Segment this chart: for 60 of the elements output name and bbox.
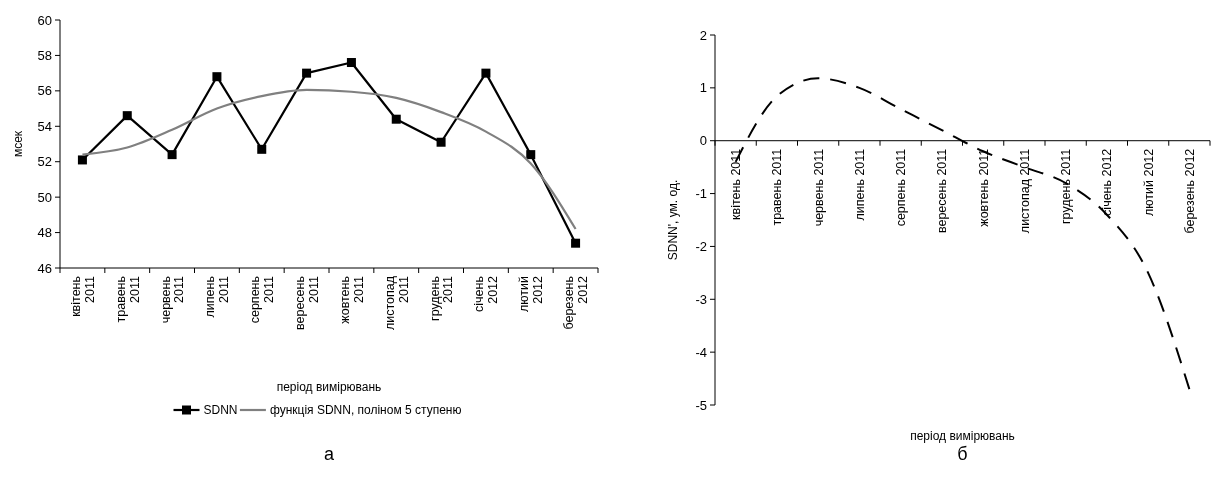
x-tick-label: серпень 2011 — [894, 148, 908, 227]
y-tick-label: 48 — [37, 225, 52, 241]
point — [257, 144, 267, 154]
x-tick-label: серпень 2011 — [248, 275, 276, 324]
x-tick-label: квітень 2011 — [68, 275, 97, 317]
y-tick-label: -3 — [695, 291, 707, 307]
y-axis-title: мсек — [11, 130, 25, 158]
x-tick-label: січень 2012 — [1100, 148, 1115, 216]
y-tick-label: -1 — [695, 186, 707, 202]
text: б — [957, 444, 968, 464]
y-tick-label: 58 — [37, 47, 52, 63]
y-axis-title: SDNN', ум. од. — [666, 179, 680, 261]
text: а — [323, 444, 335, 464]
point — [436, 137, 446, 147]
x-tick-label: квітень 2011 — [729, 148, 743, 220]
legend-label: SDNN — [203, 403, 238, 418]
y-tick-label: 46 — [37, 260, 52, 276]
y-tick-label: -5 — [695, 397, 707, 413]
y-tick-label: 0 — [699, 133, 707, 149]
x-tick-label: жовтень 2011 — [976, 148, 991, 227]
point — [571, 238, 581, 248]
point — [346, 58, 356, 68]
x-tick-label: червень 2011 — [811, 148, 826, 227]
x-tick-label: грудень 2011 — [427, 275, 456, 321]
y-tick-label: 54 — [37, 118, 52, 134]
x-tick-label: травень 2011 — [113, 275, 142, 323]
point — [77, 155, 87, 165]
x-tick-label: січень 2012 — [472, 275, 501, 312]
x-tick-label: червень 2011 — [158, 275, 187, 324]
y-tick-label: -4 — [695, 344, 707, 360]
x-tick-label: лютий 2012 — [517, 275, 545, 313]
y-tick-label: 2 — [699, 27, 707, 43]
x-tick-label: грудень 2011 — [1059, 148, 1073, 224]
y-tick-label: 50 — [37, 189, 52, 205]
x-tick-label: травень 2011 — [770, 148, 785, 226]
x-axis-title: період вимірювань — [910, 429, 1015, 443]
x-tick-label: липень 2011 — [203, 275, 232, 318]
x-axis-title: період вимірювань — [276, 380, 382, 394]
x-tick-label: лютий 2012 — [1141, 148, 1156, 217]
point — [212, 72, 222, 82]
y-tick-label: 52 — [37, 154, 52, 170]
y-tick-label: -2 — [695, 238, 707, 254]
point — [481, 68, 491, 78]
x-tick-label: жовтень 2011 — [337, 275, 366, 324]
point — [167, 150, 177, 160]
y-tick-label: 1 — [699, 80, 707, 96]
x-tick-label: липень 2011 — [852, 148, 867, 221]
x-tick-label: березень 2012 — [1182, 148, 1197, 234]
legend-label: функція SDNN, поліном 5 ступеню — [269, 403, 462, 418]
x-tick-label: вересень 2011 — [293, 275, 321, 330]
y-tick-label: 56 — [37, 83, 52, 99]
point — [302, 68, 312, 78]
point — [526, 150, 536, 160]
point — [122, 111, 132, 121]
x-tick-label: вересень 2011 — [935, 148, 950, 234]
y-tick-label: 60 — [37, 12, 52, 28]
point — [391, 114, 401, 124]
x-tick-label: листопад 2011 — [1017, 148, 1032, 234]
x-tick-label: листопад 2011 — [382, 275, 411, 331]
x-tick-label: березень 2012 — [562, 275, 590, 330]
